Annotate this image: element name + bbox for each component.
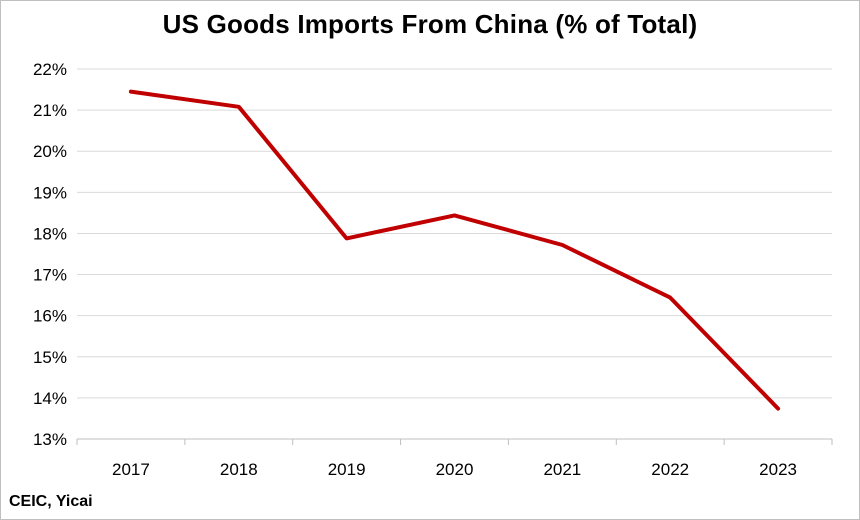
x-tick-label: 2019: [328, 460, 366, 479]
x-tick-label: 2022: [651, 460, 689, 479]
y-tick-label: 18%: [33, 224, 67, 243]
gridlines: [77, 68, 832, 399]
y-tick-label: 22%: [33, 60, 67, 79]
chart-title: US Goods Imports From China (% of Total): [162, 9, 698, 39]
y-tick-label: 13%: [33, 430, 67, 449]
y-tick-label: 16%: [33, 307, 67, 326]
source-note: CEIC, Yicai: [9, 493, 93, 510]
y-tick-label: 15%: [33, 348, 67, 367]
series: [128, 89, 781, 411]
y-tick-label: 14%: [33, 389, 67, 408]
x-tick-label: 2023: [759, 460, 797, 479]
x-tick-label: 2017: [112, 460, 150, 479]
x-tick-label: 2020: [436, 460, 474, 479]
y-tick-label: 20%: [33, 142, 67, 161]
x-tick-label: 2018: [220, 460, 258, 479]
y-tick-label: 21%: [33, 101, 67, 120]
y-tick-labels: 13% 14% 15% 16% 17% 18% 19% 20% 21% 22%: [33, 60, 67, 449]
series-line: [128, 89, 781, 411]
y-tick-label: 17%: [33, 266, 67, 285]
x-tick-labels: 2017 2018 2019 2020 2021 2022 2023: [112, 460, 797, 479]
axes: [76, 438, 833, 445]
y-tick-label: 19%: [33, 183, 67, 202]
x-tick-label: 2021: [543, 460, 581, 479]
